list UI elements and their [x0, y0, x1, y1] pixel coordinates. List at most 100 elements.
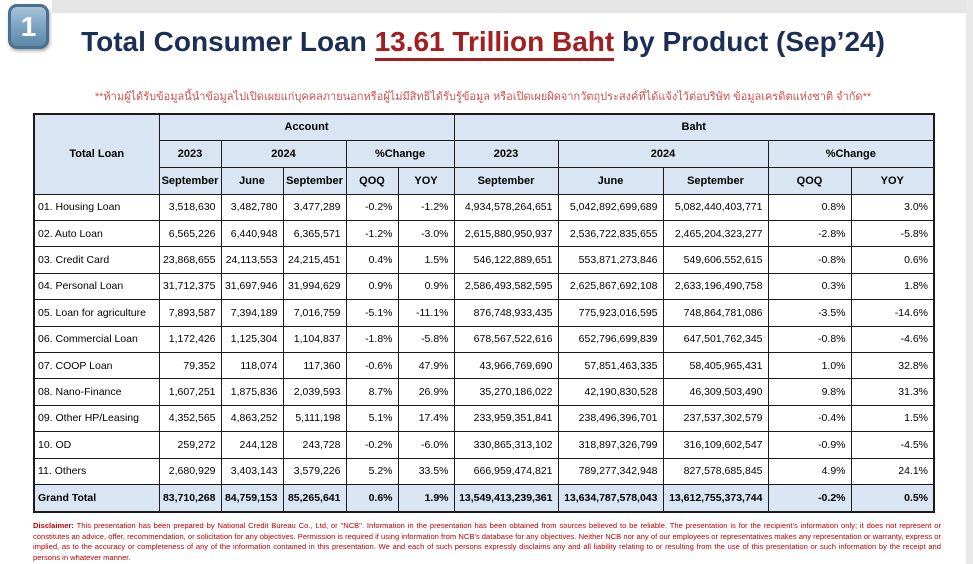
cell-value: 0.6% — [345, 483, 399, 513]
cell-value: 237,537,302,579 — [662, 404, 769, 433]
slide-number-badge: 1 — [8, 4, 49, 49]
col-group-account: Account — [158, 113, 455, 141]
cell-value: 13,634,787,578,043 — [557, 483, 664, 513]
cell-value: 4,934,578,264,651 — [453, 193, 559, 221]
cell-value: 31,697,946 — [220, 272, 284, 301]
cell-value: -0.2% — [767, 483, 852, 513]
cell-value: -3.5% — [767, 299, 852, 327]
cell-value: 0.6% — [850, 246, 935, 274]
cell-value: 5.1% — [345, 404, 399, 433]
account-yoy: YOY — [397, 166, 455, 195]
cell-value: 2,586,493,582,595 — [453, 272, 559, 301]
cell-value: 0.9% — [397, 272, 455, 301]
row-label: Grand Total — [33, 483, 160, 513]
cell-value: 1,104,837 — [282, 325, 347, 353]
page-title: Total Consumer Loan 13.61 Trillion Baht … — [0, 26, 966, 61]
table-row: 06. Commercial Loan 1,172,426 1,125,304 1,1… — [33, 325, 935, 353]
cell-value: 2,680,929 — [158, 457, 222, 485]
disclaimer-text: This presentation has been prepared by N… — [33, 521, 941, 562]
cell-value: 243,728 — [282, 431, 347, 459]
cell-value: -3.0% — [397, 219, 455, 248]
baht-2024-june: June — [557, 166, 664, 195]
cell-value: 3,518,630 — [158, 193, 222, 221]
baht-pct-change: %Change — [767, 139, 935, 168]
cell-value: -0.8% — [767, 246, 852, 274]
cell-value: 647,501,762,345 — [662, 325, 769, 353]
cell-value: 330,865,313,102 — [453, 431, 559, 459]
cell-value: 652,796,699,839 — [557, 325, 664, 353]
cell-value: 0.9% — [345, 272, 399, 301]
header-group-row: Total Loan Account Baht — [33, 113, 935, 195]
cell-value: 1.8% — [850, 272, 935, 301]
cell-value: 118,074 — [220, 351, 284, 380]
header-year-row: 2023 2024 %Change 2023 2024 %Change — [34, 139, 935, 168]
cell-value: 549,606,552,615 — [662, 246, 769, 274]
cell-value: 42,190,830,528 — [557, 378, 664, 406]
cell-value: 24,113,553 — [220, 246, 284, 274]
cell-value: 79,352 — [158, 351, 222, 380]
cell-value: 1.9% — [397, 483, 455, 513]
cell-value: 1,607,251 — [158, 378, 222, 406]
cell-value: 31,994,629 — [282, 272, 347, 301]
cell-value: 5.2% — [345, 457, 399, 485]
row-label: 02. Auto Loan — [33, 219, 160, 248]
thai-confidentiality-note: **ห้ามผู้ได้รับข้อมูลนี้นำข้อมูลไปเปิดเผ… — [94, 91, 872, 103]
cell-value: 553,871,273,846 — [557, 246, 664, 274]
cell-value: 5,111,198 — [282, 404, 347, 433]
cell-value: 6,440,948 — [220, 219, 284, 248]
cell-value: 4.9% — [767, 457, 852, 485]
cell-value: -1.2% — [345, 219, 399, 248]
cell-value: 0.8% — [767, 193, 852, 221]
cell-value: 57,851,463,335 — [557, 351, 664, 380]
baht-year-2024: 2024 — [557, 139, 769, 168]
cell-value: 2,633,196,490,758 — [662, 272, 769, 301]
table-row: 11. Others 2,680,929 3,403,143 3,579,226 5.2… — [33, 457, 935, 485]
account-2024-june: June — [220, 166, 284, 195]
row-label: 05. Loan for agriculture — [33, 299, 160, 327]
cell-value: 47.9% — [397, 351, 455, 380]
title-suffix: by Product (Sep’24) — [614, 26, 885, 57]
cell-value: 9.8% — [767, 378, 852, 406]
cell-value: 13,549,413,239,361 — [453, 483, 559, 513]
cell-value: 2,039,593 — [282, 378, 347, 406]
col-header-total-loan: Total Loan — [33, 113, 160, 195]
slide-number: 1 — [20, 10, 37, 42]
cell-value: 678,567,522,616 — [453, 325, 559, 353]
cell-value: -5.8% — [850, 219, 935, 248]
cell-value: 775,923,016,595 — [557, 299, 664, 327]
baht-2024-september: September — [662, 166, 769, 195]
cell-value: -1.2% — [397, 193, 455, 221]
cell-value: 3,477,289 — [282, 193, 347, 221]
table-row: 03. Credit Card 23,868,655 24,113,553 24,21… — [33, 246, 935, 274]
table-row: 07. COOP Loan 79,352 118,074 117,360 -0.6% 47… — [33, 351, 935, 380]
row-label: 03. Credit Card — [33, 246, 160, 274]
cell-value: -0.4% — [767, 404, 852, 433]
cell-value: 117,360 — [282, 351, 347, 380]
table-row: 05. Loan for agriculture 7,893,587 7,394,1… — [33, 299, 935, 327]
cell-value: -14.6% — [850, 299, 935, 327]
baht-2023-september: September — [453, 166, 559, 195]
col-group-baht: Baht — [453, 113, 935, 141]
cell-value: 23,868,655 — [158, 246, 222, 274]
cell-value: 83,710,268 — [158, 483, 222, 513]
cell-value: 0.4% — [345, 246, 399, 274]
grand-total-row: Grand Total 83,710,268 84,759,153 85,265,64… — [33, 483, 935, 513]
cell-value: 318,897,326,799 — [557, 431, 664, 459]
cell-value: 0.5% — [850, 483, 935, 513]
cell-value: 1.0% — [767, 351, 852, 380]
right-edge-strip — [966, 0, 973, 564]
cell-value: 316,109,602,547 — [662, 431, 769, 459]
cell-value: 4,863,252 — [220, 404, 284, 433]
cell-value: 7,016,759 — [282, 299, 347, 327]
cell-value: 1,172,426 — [158, 325, 222, 353]
cell-value: 31,712,375 — [158, 272, 222, 301]
row-label: 06. Commercial Loan — [33, 325, 160, 353]
disclaimer-label: Disclaimer: — [33, 521, 74, 530]
cell-value: 2,536,722,835,655 — [557, 219, 664, 248]
cell-value: 876,748,933,435 — [453, 299, 559, 327]
table-row: 04. Personal Loan 31,712,375 31,697,946 31,… — [33, 272, 935, 301]
baht-yoy: YOY — [850, 166, 935, 195]
loan-table-body: 01. Housing Loan 3,518,630 3,482,780 3,477,… — [33, 193, 935, 513]
row-label: 09. Other HP/Leasing — [33, 404, 160, 433]
cell-value: 6,565,226 — [158, 219, 222, 248]
